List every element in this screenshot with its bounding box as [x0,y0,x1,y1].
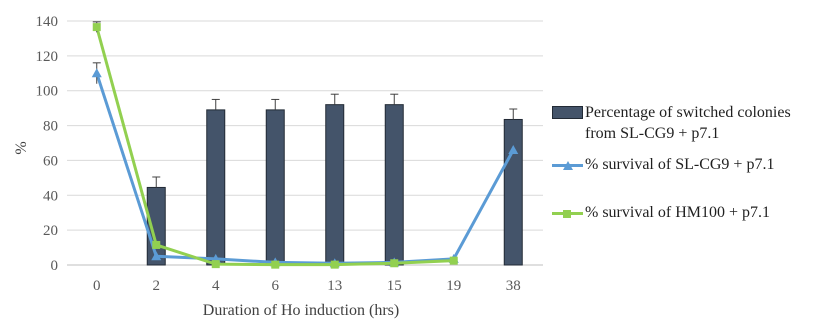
line-series [91,21,519,269]
x-tick-label: 19 [446,278,461,294]
legend-label: % survival of HM100 + p7.1 [585,204,771,221]
y-tick-label: 80 [43,119,58,135]
bar [503,118,523,266]
triangle-marker-icon [563,161,573,170]
x-tick-label: 15 [387,278,402,294]
data-point [449,256,458,265]
x-tick-label: 6 [272,278,280,294]
x-tick-label: 0 [93,278,101,294]
y-tick-label: 0 [51,258,59,274]
y-tick-label: 140 [36,14,59,30]
data-point [91,68,102,78]
series-line [95,72,515,265]
bar [265,109,285,266]
y-tick-label: 120 [36,49,59,65]
data-point [211,260,220,269]
data-point [390,259,399,268]
legend-label: Percentage of switched colonies from SL-… [585,104,791,142]
x-tick-label: 2 [153,278,161,294]
data-point [271,260,280,269]
data-point [330,260,339,269]
legend-swatch-bar [552,106,583,119]
y-tick-label: 20 [43,223,58,239]
legend-item-survival-slcg9: % survival of SL-CG9 + p7.1 [552,154,817,202]
bar [206,109,226,266]
data-point [152,240,161,249]
x-tick-labels: 0 2 4 6 13 15 19 38 [93,278,521,294]
y-tick-label: 100 [36,84,59,100]
x-tick-label: 13 [327,278,342,294]
y-tick-label: 60 [43,153,58,169]
y-tick-label: 40 [43,188,58,204]
y-axis-title: % [13,141,30,154]
x-tick-label: 4 [212,278,220,294]
x-axis-title: Duration of Ho induction (hrs) [203,302,399,319]
square-marker-icon [563,210,571,218]
y-tick-labels: 0 20 40 60 80 100 120 140 [36,14,59,274]
legend-item-switched-colonies: Percentage of switched colonies from SL-… [552,102,817,148]
legend-label: % survival of SL-CG9 + p7.1 [585,156,775,173]
data-point [508,144,519,154]
legend-item-survival-hm100: % survival of HM100 + p7.1 [552,202,817,223]
data-point [92,23,101,32]
x-tick-label: 38 [506,278,521,294]
bar [325,104,345,266]
data-point [151,251,162,261]
legend: Percentage of switched colonies from SL-… [552,102,817,223]
bar [384,104,404,266]
